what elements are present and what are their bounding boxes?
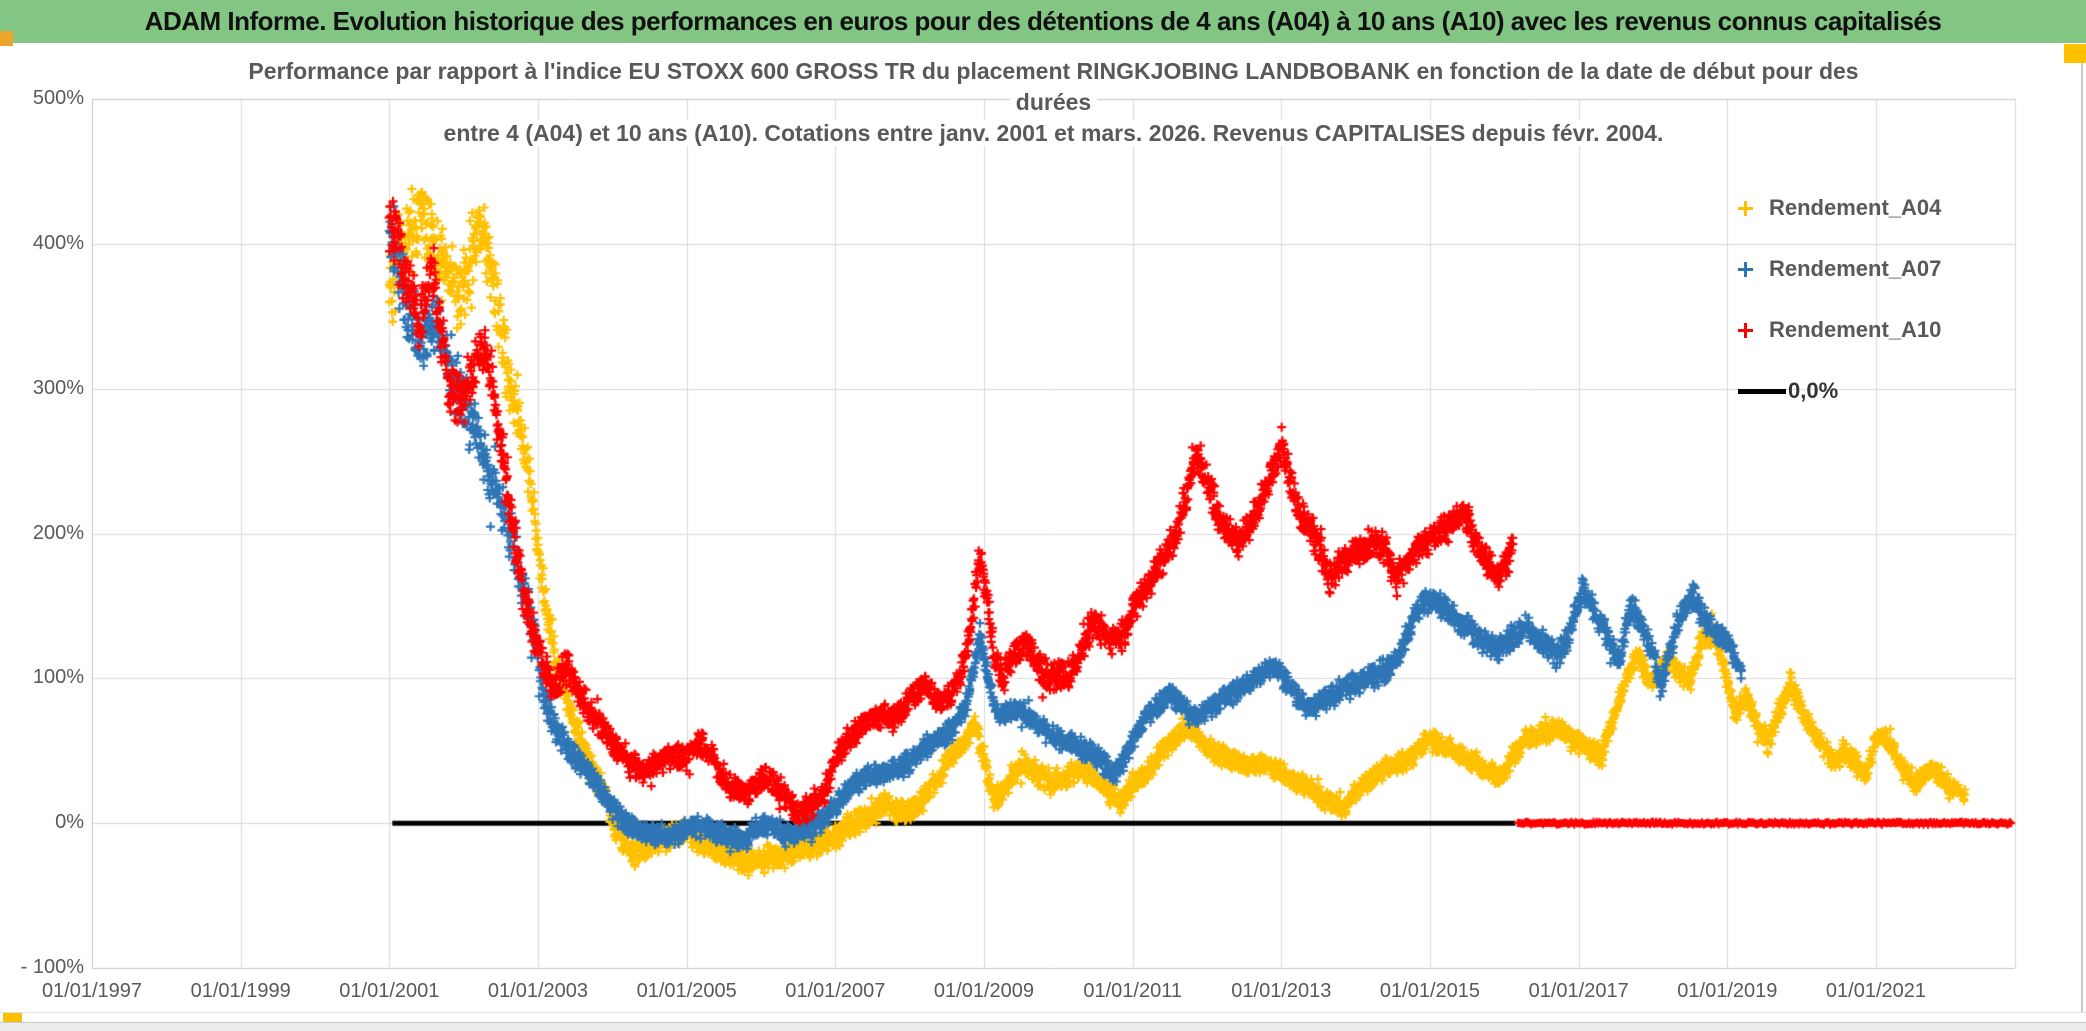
zero-line-swatch-icon bbox=[1738, 388, 1786, 394]
x-tick-label: 01/01/2001 bbox=[339, 980, 440, 1002]
bottom-left-accent-mark bbox=[3, 1013, 22, 1022]
plus-marker-icon bbox=[1738, 200, 1753, 216]
x-tick-label: 01/01/2015 bbox=[1379, 980, 1481, 1002]
y-tick-label: - 100% bbox=[20, 956, 84, 978]
x-tick-label: 01/01/2021 bbox=[1825, 980, 1927, 1002]
left-accent-mark bbox=[0, 31, 13, 46]
x-tick-label: 01/01/2011 bbox=[1083, 980, 1182, 1002]
legend-label: 0,0% bbox=[1788, 378, 1839, 403]
window-right-edge bbox=[2081, 63, 2083, 1012]
x-tick-label: 01/01/1997 bbox=[41, 980, 143, 1002]
plus-marker-icon bbox=[1738, 322, 1753, 338]
y-tick-label: 300% bbox=[32, 376, 84, 399]
y-tick-label: 500% bbox=[32, 87, 84, 109]
right-accent-mark bbox=[2064, 44, 2086, 63]
legend-item-a07[interactable]: Rendement_A07 bbox=[1738, 249, 1941, 289]
title-bar: ADAM Informe. Evolution historique des p… bbox=[0, 0, 2086, 43]
plus-marker-icon bbox=[1738, 261, 1753, 277]
x-tick-label: 01/01/2013 bbox=[1231, 980, 1332, 1002]
y-tick-label: 400% bbox=[32, 231, 84, 254]
legend-item-zero-line[interactable]: 0,0% bbox=[1738, 371, 1941, 411]
chart-legend: Rendement_A04 Rendement_A07 Rendement_A1… bbox=[1738, 188, 1941, 432]
x-tick-label: 01/01/2019 bbox=[1677, 980, 1778, 1002]
legend-item-a04[interactable]: Rendement_A04 bbox=[1738, 188, 1941, 228]
legend-label: Rendement_A04 bbox=[1769, 195, 1942, 220]
y-tick-label: 200% bbox=[32, 521, 84, 544]
x-tick-label: 01/01/2005 bbox=[636, 980, 737, 1002]
legend-item-a10[interactable]: Rendement_A10 bbox=[1738, 310, 1941, 350]
legend-label: Rendement_A07 bbox=[1769, 256, 1942, 281]
bottom-status-strip bbox=[0, 1022, 2086, 1031]
x-tick-label: 01/01/2003 bbox=[487, 980, 589, 1002]
x-tick-label: 01/01/2009 bbox=[933, 980, 1035, 1002]
page-title: ADAM Informe. Evolution historique des p… bbox=[144, 6, 1942, 36]
x-tick-label: 01/01/1999 bbox=[190, 980, 291, 1002]
bottom-divider bbox=[0, 1012, 2086, 1013]
x-tick-label: 01/01/2007 bbox=[785, 980, 886, 1002]
y-tick-label: 100% bbox=[32, 666, 84, 689]
legend-label: Rendement_A10 bbox=[1769, 317, 1942, 342]
y-tick-label: 0% bbox=[55, 811, 84, 834]
x-tick-label: 01/01/2017 bbox=[1528, 980, 1629, 1002]
